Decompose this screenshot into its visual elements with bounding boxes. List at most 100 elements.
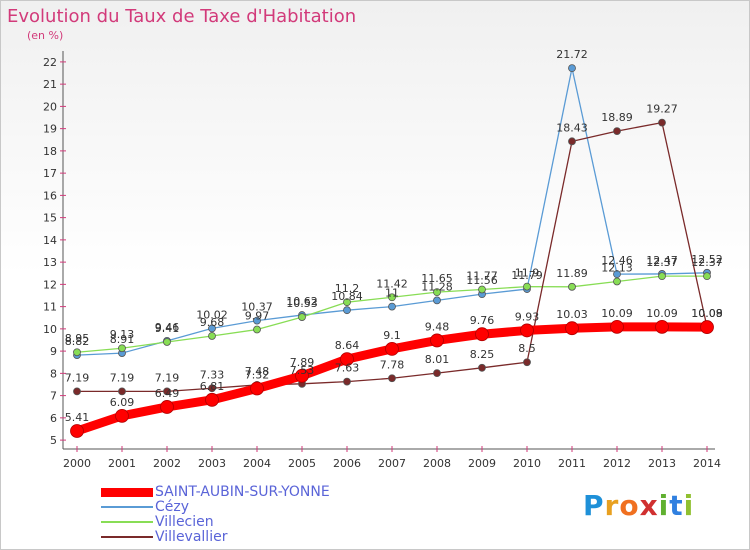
series-1-point bbox=[253, 316, 261, 325]
x-tick-label: 2010 bbox=[513, 457, 541, 470]
data-label: 9.41 bbox=[155, 322, 180, 335]
data-label: 11.79 bbox=[511, 269, 543, 282]
series-0-point bbox=[700, 320, 714, 334]
y-tick-label: 8 bbox=[50, 367, 57, 380]
data-label: 7.32 bbox=[245, 368, 270, 381]
x-tick-label: 2003 bbox=[198, 457, 226, 470]
y-tick-label: 7 bbox=[50, 390, 57, 403]
series-0-point bbox=[115, 408, 129, 423]
data-label: 18.43 bbox=[556, 121, 588, 134]
series-3-point bbox=[388, 374, 396, 383]
series-0-point bbox=[565, 321, 579, 336]
data-label: 8.91 bbox=[110, 333, 135, 346]
x-tick-label: 2000 bbox=[63, 457, 91, 470]
data-label: 7.53 bbox=[290, 364, 315, 377]
proxiti-logo: Proxiti bbox=[583, 489, 694, 522]
data-label: 11.56 bbox=[466, 274, 498, 287]
series-1-point bbox=[568, 64, 576, 73]
series-0-point bbox=[160, 400, 174, 414]
y-axis-unit: (en %) bbox=[27, 29, 64, 42]
series-0-point bbox=[250, 381, 264, 396]
legend-label: SAINT-AUBIN-SUR-YONNE bbox=[155, 484, 330, 500]
axes: 5 6 7 8 9 10 11 12 13 14 15 16 17 18 19 20 21 22 2000 2001 2… bbox=[43, 51, 721, 470]
series-0-point bbox=[295, 368, 309, 383]
data-label: 7.89 bbox=[290, 356, 315, 369]
x-tick-label: 2001 bbox=[108, 457, 136, 470]
y-tick-label: 6 bbox=[50, 412, 57, 425]
series-2-point bbox=[703, 272, 711, 281]
logo-letter: i bbox=[658, 489, 670, 522]
series-2-point bbox=[658, 272, 666, 281]
data-label: 12.46 bbox=[601, 254, 633, 267]
data-label: 9.48 bbox=[425, 320, 450, 333]
data-label: 5.41 bbox=[65, 411, 90, 424]
legend-swatch-villevallier bbox=[101, 536, 153, 538]
data-label: 11 bbox=[385, 287, 399, 300]
x-tick-label: 2009 bbox=[468, 457, 496, 470]
x-tick-label: 2014 bbox=[693, 457, 721, 470]
series-3-point bbox=[208, 384, 216, 393]
data-label: 12.37 bbox=[691, 256, 723, 269]
y-tick-label: 17 bbox=[43, 167, 57, 180]
data-label: 10.37 bbox=[241, 301, 273, 314]
legend-swatch-cezy bbox=[101, 506, 153, 508]
series-2-point bbox=[118, 344, 126, 353]
data-label: 10.02 bbox=[196, 308, 228, 321]
data-label: 12.47 bbox=[646, 254, 678, 267]
series-0-point bbox=[340, 352, 354, 367]
series-2-point bbox=[568, 282, 576, 291]
series-1-point bbox=[343, 306, 351, 315]
data-label: 10.09 bbox=[601, 307, 633, 320]
series-2-point bbox=[298, 313, 306, 321]
data-label: 9.1 bbox=[383, 329, 401, 342]
y-tick-label: 9 bbox=[50, 345, 57, 358]
series-0-point bbox=[70, 424, 84, 438]
data-label: 11.9 bbox=[515, 267, 540, 280]
y-tick-label: 10 bbox=[43, 323, 57, 336]
series-1-point bbox=[433, 296, 441, 305]
x-tick-label: 2007 bbox=[378, 457, 406, 470]
data-label: 7.19 bbox=[155, 371, 180, 384]
series-2-point bbox=[523, 282, 531, 291]
series-2-point bbox=[613, 277, 621, 286]
data-label: 6.49 bbox=[155, 387, 180, 400]
data-label: 9.97 bbox=[245, 310, 270, 323]
legend-label: Cézy bbox=[155, 499, 190, 515]
data-label: 7.63 bbox=[335, 362, 360, 375]
series-2-point bbox=[253, 325, 261, 334]
series-2-point bbox=[343, 298, 351, 307]
data-label: 10.09 bbox=[646, 307, 678, 320]
data-label: 7.19 bbox=[65, 371, 90, 384]
y-tick-label: 13 bbox=[43, 256, 57, 269]
y-tick-label: 20 bbox=[43, 100, 57, 113]
series-2-point bbox=[433, 288, 441, 297]
series-3-point bbox=[433, 369, 441, 378]
legend-label: Villevallier bbox=[155, 529, 228, 545]
data-label: 9.76 bbox=[470, 314, 495, 327]
data-label: 10.62 bbox=[286, 295, 318, 308]
data-label: 10.53 bbox=[286, 297, 318, 310]
data-label: 6.09 bbox=[110, 396, 135, 409]
series-3-point bbox=[343, 377, 351, 386]
x-tick-label: 2005 bbox=[288, 457, 316, 470]
data-label: 10.84 bbox=[331, 290, 363, 303]
data-label: 7.48 bbox=[245, 365, 270, 378]
y-tick-label: 21 bbox=[43, 78, 57, 91]
data-label: 8.01 bbox=[425, 353, 450, 366]
series-0-point bbox=[655, 319, 669, 334]
logo-letter: i bbox=[683, 489, 695, 522]
series-0-point bbox=[205, 392, 219, 407]
series-3-point bbox=[478, 363, 486, 372]
data-label: 12.37 bbox=[646, 256, 678, 269]
data-label: 10.03 bbox=[556, 308, 588, 321]
data-label: 8.64 bbox=[335, 339, 360, 352]
logo-letter: x bbox=[639, 489, 659, 522]
data-label: 11.2 bbox=[335, 282, 360, 295]
series-2-point bbox=[388, 293, 396, 302]
y-tick-label: 14 bbox=[43, 234, 57, 247]
data-label: 11.89 bbox=[556, 267, 588, 280]
series-3-point bbox=[73, 387, 81, 396]
series-3-point bbox=[568, 137, 576, 146]
data-label: 11.65 bbox=[421, 272, 453, 285]
